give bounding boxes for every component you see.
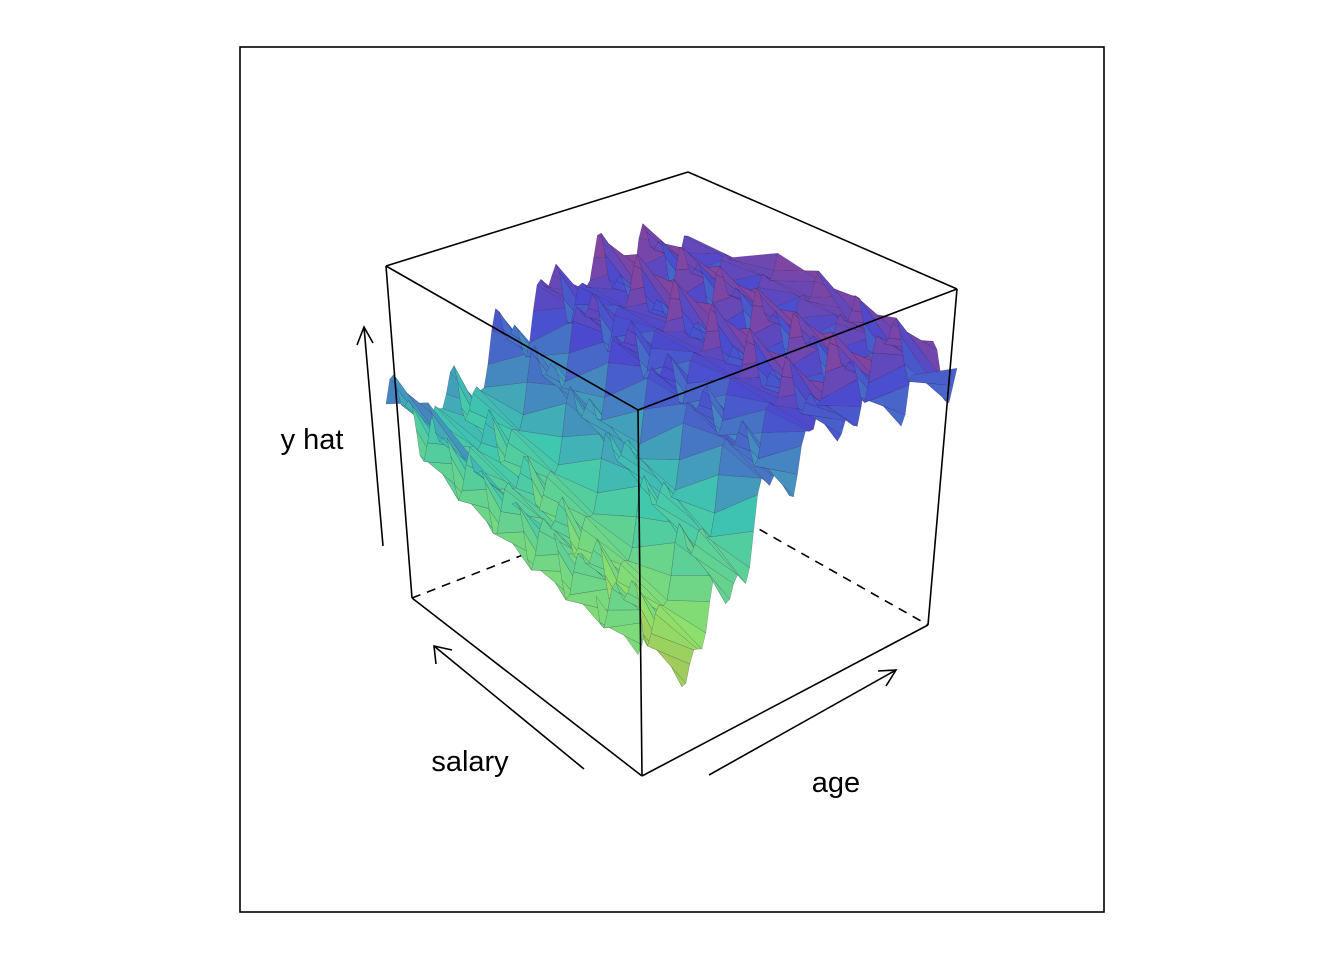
box-top-left-edge [385, 171, 689, 267]
surface-facet [907, 367, 958, 386]
surface-mesh [385, 223, 958, 688]
box-front-vertical-edge [637, 409, 643, 777]
plot-frame [239, 46, 1105, 913]
box-bottom-front-right-edge [641, 624, 929, 777]
box-top-front-left-edge [385, 265, 639, 411]
z-axis-label: y hat [281, 424, 344, 456]
box-visible-edges [385, 171, 958, 777]
box-top-front-right-edge [637, 288, 958, 411]
box-right-vertical-edge [927, 288, 958, 626]
box-bottom-front-left-edge [411, 597, 643, 777]
box-left-vertical-edge [385, 265, 413, 599]
salary-axis-arrow [433, 644, 585, 770]
surface-facet [666, 575, 715, 602]
box-top-right-edge [687, 171, 958, 290]
age-axis-arrow [708, 669, 898, 776]
salary-axis-label: salary [431, 746, 509, 778]
z-axis-arrow [356, 325, 384, 547]
age-axis-label: age [812, 767, 860, 799]
box-back-bottom-age-edge [689, 489, 929, 626]
